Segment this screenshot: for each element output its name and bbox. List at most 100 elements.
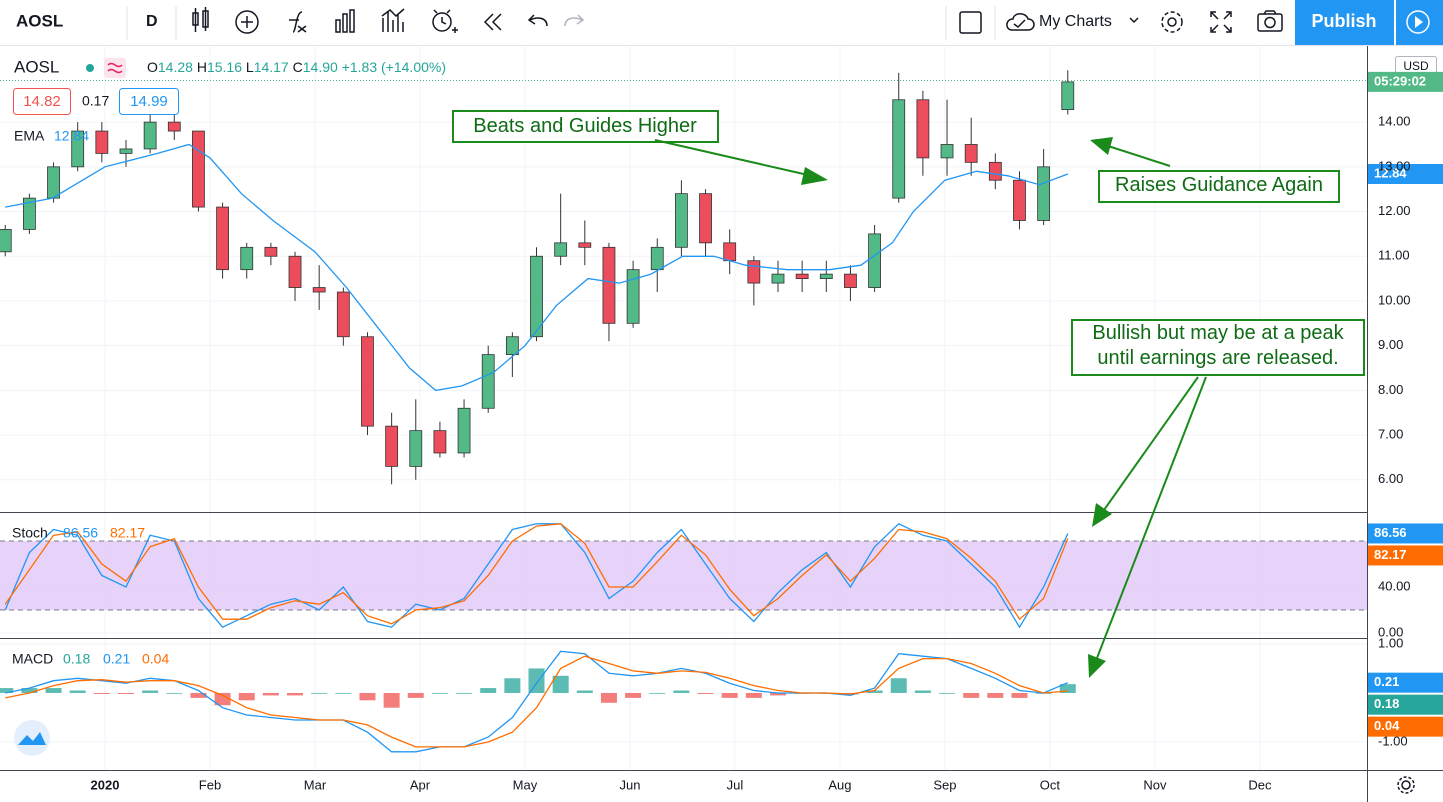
x-tick-label: Sep (933, 777, 956, 792)
candle-body (868, 233, 881, 288)
price-tag-label: 0.21 (1374, 674, 1399, 689)
y-tick-label: 14.00 (1378, 114, 1411, 129)
status-icon (107, 62, 123, 74)
marks (0, 70, 1367, 753)
stoch-k-value: 86.56 (63, 525, 98, 541)
chevron[interactable] (1129, 17, 1139, 24)
price-tag-label: 82.17 (1374, 547, 1407, 562)
candle-body (433, 430, 447, 454)
price-tag-label: 0.04 (1374, 718, 1400, 733)
macd-histogram-bar (238, 692, 255, 701)
undo-icon[interactable] (527, 14, 548, 27)
axis-settings[interactable] (1397, 776, 1415, 794)
annotation: Bullish but may be at a peak until earnin… (1092, 322, 1344, 369)
price-tag (1368, 71, 1443, 92)
stoch-d-value: 82.17 (110, 525, 145, 541)
publish-label[interactable]: Publish (1311, 11, 1376, 31)
macd-histogram-bar (311, 692, 328, 694)
stoch-line (4, 523, 1069, 625)
candle-body (554, 242, 568, 257)
layout-name[interactable]: My Charts (1039, 13, 1112, 30)
macd-histogram-bar (383, 692, 400, 708)
settings-icon[interactable] (1161, 11, 1183, 33)
fullscreen-icon[interactable] (1210, 11, 1232, 33)
templates-icon[interactable] (335, 9, 355, 33)
ema-line (5, 143, 1069, 392)
annotation-line: Beats and Guides Higher (473, 115, 697, 137)
candle-body (1013, 179, 1026, 221)
annotation-box (452, 110, 719, 143)
candle-body (747, 260, 761, 284)
tv-logo (14, 720, 50, 756)
candle-body (626, 269, 640, 324)
annotation-line: Bullish but may be at a peak (1092, 322, 1344, 344)
y-tick-label: -1.00 (1378, 733, 1408, 748)
candle-body (675, 193, 688, 248)
x-tick-label: Dec (1248, 777, 1272, 792)
x-tick-label: Jul (727, 777, 744, 792)
ohlc-value: 14.90 (303, 59, 338, 75)
macd-histogram-bar (963, 692, 980, 698)
macd-histogram-bar (166, 692, 183, 694)
ohlc-value: 15.16 (207, 59, 242, 75)
signal-value: 0.04 (142, 651, 169, 667)
x-tick-label: Feb (199, 777, 221, 792)
macd-histogram-bar (431, 692, 448, 694)
currency[interactable]: USD (1403, 59, 1429, 73)
candle-body (312, 287, 326, 293)
ask-box[interactable] (119, 88, 179, 115)
candle-body (95, 130, 109, 154)
candles-icon[interactable] (192, 7, 209, 32)
macd-histogram-bar (890, 678, 907, 693)
annotations (452, 110, 1365, 678)
annotation: Beats and Guides Higher (473, 115, 697, 137)
indicators-icon[interactable] (289, 11, 307, 33)
ask[interactable]: 14.99 (130, 93, 168, 110)
redo-icon[interactable] (564, 14, 585, 27)
candle-body (385, 425, 399, 467)
candle-body (530, 255, 543, 338)
x-tick-label: May (513, 777, 538, 792)
publish-button[interactable] (1295, 0, 1394, 45)
candle-body (795, 273, 809, 280)
macd-histogram-bar (552, 675, 569, 693)
bid[interactable]: 14.82 (23, 93, 61, 110)
cloud-icon[interactable] (1006, 13, 1035, 31)
price-tags: 05:29:02 12.84 86.56 82.17 0.21 0.18 0.04 (1368, 71, 1443, 737)
macd-histogram-bar (576, 690, 593, 693)
macd-hist-value: 0.18 (63, 651, 90, 667)
candle-body (119, 148, 133, 154)
change-percent: (+14.00%) (381, 59, 446, 75)
candle-body (964, 144, 978, 163)
annotation: Raises Guidance Again (1115, 174, 1323, 196)
compare-icon[interactable] (235, 10, 259, 34)
alert-icon[interactable] (432, 9, 458, 33)
candle-body (602, 246, 616, 324)
snapshot-icon[interactable] (1257, 10, 1283, 32)
ema-legend: EMA (14, 128, 45, 144)
macd-histogram-bar (480, 688, 497, 693)
arrow (654, 139, 828, 185)
bid-box[interactable] (13, 88, 71, 115)
x-tick-label: 2020 (91, 777, 120, 792)
replay-icon[interactable] (483, 13, 502, 31)
interval[interactable]: D (146, 13, 158, 30)
macd-histogram-bar (117, 692, 134, 694)
stoch-legend: Stoch (12, 525, 48, 541)
candle-body (167, 121, 181, 132)
candle-body (216, 206, 229, 271)
select-checkbox[interactable] (959, 11, 982, 34)
layouts-icon[interactable] (381, 8, 405, 32)
toolbar (0, 0, 1443, 45)
y-tick-label: 40.00 (1378, 578, 1411, 593)
symbol[interactable]: AOSL (16, 11, 63, 30)
arrow (1088, 376, 1207, 678)
annotation-box (1098, 170, 1340, 203)
candle-body (336, 291, 350, 338)
arrow (1092, 376, 1199, 527)
price-tag (1368, 545, 1443, 566)
candle-body (71, 130, 85, 168)
macd-histogram-bar (625, 692, 642, 698)
ohlc-label: L (246, 59, 254, 75)
macd-histogram-bar (21, 688, 38, 693)
